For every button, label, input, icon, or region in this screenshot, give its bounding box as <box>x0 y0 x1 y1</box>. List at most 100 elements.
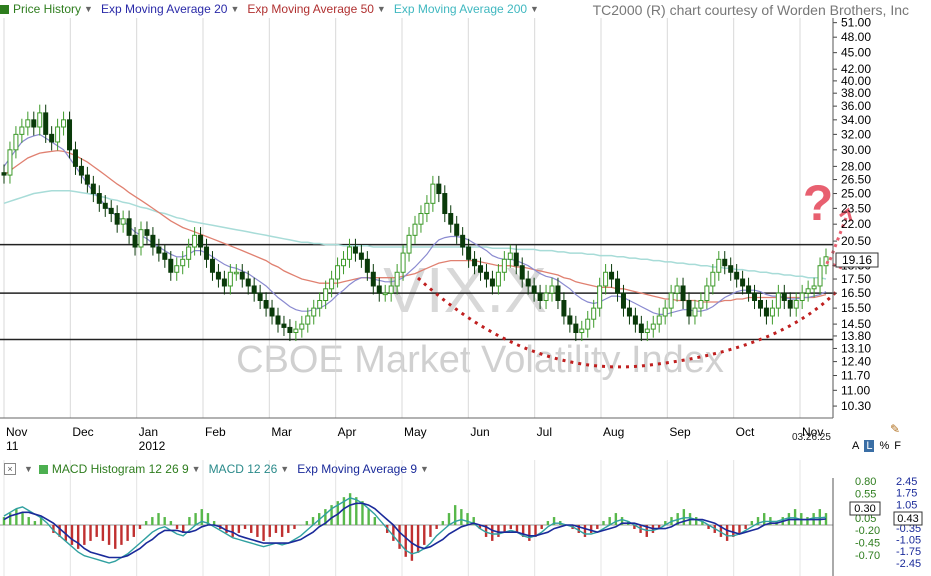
y-tick-label: 32.00 <box>841 127 871 141</box>
candle-body <box>358 252 364 260</box>
x-tick-label: Sep <box>669 425 691 439</box>
candle-body <box>251 285 257 294</box>
histogram-bar <box>682 509 686 525</box>
candle-body <box>609 271 615 280</box>
histogram-bar <box>299 525 302 526</box>
macd-path <box>3 497 827 564</box>
candle-body <box>263 300 269 309</box>
candle-body <box>746 285 752 294</box>
legend-macd[interactable]: MACD 12 26 ▼ <box>209 462 290 476</box>
histogram-bar <box>268 525 271 537</box>
histogram-bar <box>503 525 506 533</box>
y-tick-label: 45.00 <box>841 46 871 60</box>
x-tick-label: Jan <box>139 425 158 439</box>
histogram-bar <box>509 525 512 529</box>
macd-y-axis-right: 2.451.751.050.35-0.35-1.05-1.75-2.45 <box>896 476 921 570</box>
histogram-bar <box>744 525 747 529</box>
y-tick-label: 13.10 <box>841 341 871 355</box>
candle-body <box>382 292 388 296</box>
macd-right-tick-label: -1.75 <box>896 546 921 558</box>
candle-body <box>1 172 7 176</box>
candle-body <box>799 292 805 302</box>
candle-body <box>817 265 823 287</box>
macd-left-tick-label: 0.05 <box>855 513 876 525</box>
candle-body <box>388 285 394 294</box>
percent-scale-button[interactable]: % <box>879 440 890 452</box>
candle-body <box>597 285 603 309</box>
legend-ema200[interactable]: Exp Moving Average 200 ▼ <box>394 2 539 16</box>
histogram-bar <box>324 509 327 525</box>
legend-macd-signal[interactable]: Exp Moving Average 9 ▼ <box>297 462 429 476</box>
x-tick-label: Jul <box>537 425 552 439</box>
candle-body <box>722 258 728 267</box>
histogram-bar <box>540 525 543 529</box>
histogram-bar <box>212 521 216 525</box>
histogram-bar <box>293 525 296 529</box>
candle-body <box>376 285 382 294</box>
chart-credit: TC2000 (R) chart courtesy of Worden Brot… <box>592 2 909 18</box>
candle-body <box>585 318 591 330</box>
histogram-bar <box>15 509 18 525</box>
legend-ema20[interactable]: Exp Moving Average 20 ▼ <box>101 2 239 16</box>
close-icon[interactable]: × <box>4 463 16 475</box>
x-tick-label: Mar <box>271 425 292 439</box>
histogram-bar <box>633 525 636 529</box>
candle-body <box>626 307 632 317</box>
histogram-bar <box>206 513 210 525</box>
candle-body <box>329 278 335 290</box>
candle-body <box>644 328 650 334</box>
histogram-bar <box>453 505 457 525</box>
y-tick-label: 22.00 <box>841 217 871 231</box>
candle-body <box>90 183 96 195</box>
candle-body <box>650 323 656 330</box>
histogram-bar <box>392 525 395 541</box>
candle-body <box>67 119 73 151</box>
legend-label: MACD 12 26 <box>208 462 278 476</box>
histogram-bar <box>311 517 315 525</box>
histogram-bar <box>657 525 661 529</box>
candle-body <box>495 271 501 287</box>
histogram-bar <box>577 525 580 533</box>
candle-body <box>364 258 370 273</box>
y-tick-label: 26.50 <box>841 173 871 187</box>
log-scale-button[interactable]: L <box>864 440 875 452</box>
x-tick-label: Nov <box>802 425 823 439</box>
ema200-line <box>3 189 827 280</box>
legend-macd-histogram[interactable]: MACD Histogram 12 26 9 ▼ <box>38 462 201 476</box>
candle-body <box>775 292 781 309</box>
candle-body <box>412 223 418 236</box>
candle-body <box>269 307 275 317</box>
histogram-bar <box>194 513 197 525</box>
candle-body <box>442 193 448 215</box>
chevron-down-icon: ▼ <box>230 4 240 14</box>
candle-body <box>233 271 239 275</box>
x-tick-label: Apr <box>338 425 357 439</box>
candle-body <box>674 285 680 294</box>
histogram-bar <box>274 525 278 533</box>
pencil-icon[interactable]: ✎ <box>890 422 901 436</box>
candle-body <box>102 202 108 209</box>
candle-body <box>579 328 585 334</box>
fixed-scale-button[interactable]: F <box>894 440 901 452</box>
legend-price-history[interactable]: Price History ▼ <box>0 2 93 16</box>
candle-body <box>287 326 293 334</box>
y-tick-label: 48.00 <box>841 30 871 44</box>
histogram-bar <box>484 525 488 537</box>
histogram-bar <box>491 525 494 541</box>
histogram-bar <box>225 525 228 533</box>
auto-scale-button[interactable]: A <box>852 440 860 452</box>
legend-ema50[interactable]: Exp Moving Average 50 ▼ <box>247 2 385 16</box>
candle-body <box>519 265 525 280</box>
y-tick-label: 13.80 <box>841 329 871 343</box>
histogram-bar <box>589 525 593 533</box>
histogram-bar <box>793 509 797 525</box>
histogram-bar <box>423 525 426 545</box>
candle-body <box>591 307 597 320</box>
histogram-bar <box>39 517 43 525</box>
macd-left-tick-label: 0.80 <box>855 476 876 488</box>
candle-body <box>180 258 186 267</box>
candle-body <box>209 258 215 273</box>
candle-body <box>162 252 168 260</box>
histogram-bar <box>95 525 98 537</box>
candle-body <box>603 271 609 287</box>
